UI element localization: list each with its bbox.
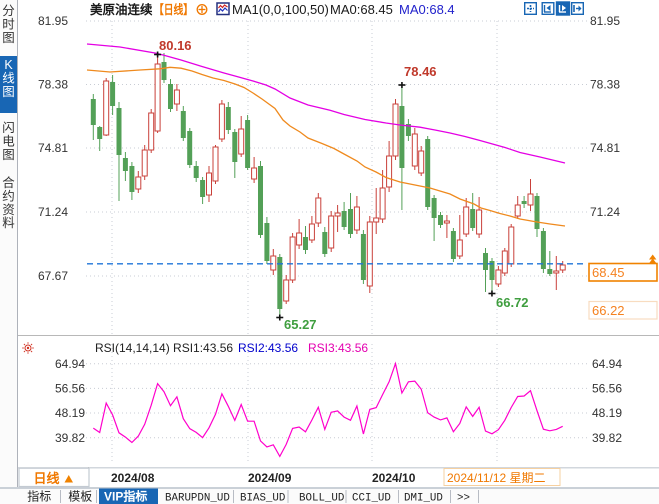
svg-text:2024/10: 2024/10 bbox=[372, 471, 416, 485]
svg-text:48.19: 48.19 bbox=[592, 406, 622, 420]
svg-text:闪: 闪 bbox=[2, 121, 15, 135]
svg-text:合: 合 bbox=[2, 175, 15, 190]
svg-text:39.82: 39.82 bbox=[55, 431, 85, 445]
svg-text:>>: >> bbox=[457, 493, 470, 504]
svg-text:74.81: 74.81 bbox=[38, 141, 68, 155]
svg-text:65.27: 65.27 bbox=[284, 317, 317, 332]
svg-text:80.16: 80.16 bbox=[159, 38, 192, 53]
svg-text:美原油连续: 美原油连续 bbox=[90, 2, 153, 17]
svg-text:MA1(0,0,100,50): MA1(0,0,100,50) bbox=[232, 2, 329, 17]
svg-text:MA0:68.45: MA0:68.45 bbox=[330, 2, 393, 17]
svg-text:BARUPDN_UD: BARUPDN_UD bbox=[165, 493, 230, 504]
svg-text:66.72: 66.72 bbox=[496, 295, 529, 310]
svg-text:2024/09: 2024/09 bbox=[248, 471, 292, 485]
svg-text:料: 料 bbox=[2, 216, 15, 230]
svg-text:2024/08: 2024/08 bbox=[111, 471, 155, 485]
svg-text:分: 分 bbox=[2, 4, 15, 18]
svg-text:约: 约 bbox=[2, 188, 15, 203]
svg-text:图: 图 bbox=[2, 85, 15, 99]
svg-text:78.46: 78.46 bbox=[404, 64, 437, 79]
svg-text:MA0:68.4: MA0:68.4 bbox=[399, 2, 455, 17]
svg-text:BIAS_UD: BIAS_UD bbox=[240, 493, 285, 504]
svg-text:RSI3:43.56: RSI3:43.56 bbox=[308, 341, 368, 355]
svg-text:74.81: 74.81 bbox=[590, 141, 620, 155]
svg-text:RSI(14,14,14) RSI1:43.56: RSI(14,14,14) RSI1:43.56 bbox=[95, 341, 233, 355]
svg-text:78.38: 78.38 bbox=[38, 78, 68, 92]
svg-text:56.56: 56.56 bbox=[55, 382, 85, 396]
svg-text:67.67: 67.67 bbox=[38, 269, 68, 283]
svg-text:48.19: 48.19 bbox=[55, 406, 85, 420]
svg-text:BOLL_UD: BOLL_UD bbox=[299, 493, 344, 504]
svg-text:39.82: 39.82 bbox=[592, 431, 622, 445]
svg-text:指标: 指标 bbox=[27, 489, 51, 504]
svg-text:2024/11/12 星期二: 2024/11/12 星期二 bbox=[447, 471, 546, 485]
svg-text:81.95: 81.95 bbox=[38, 14, 68, 28]
svg-text:时: 时 bbox=[2, 17, 15, 31]
svg-text:64.94: 64.94 bbox=[592, 357, 622, 371]
svg-text:日线: 日线 bbox=[34, 471, 60, 486]
svg-text:78.38: 78.38 bbox=[590, 78, 620, 92]
svg-text:【日线】: 【日线】 bbox=[154, 2, 193, 17]
svg-text:线: 线 bbox=[2, 71, 15, 85]
svg-text:VIP指标: VIP指标 bbox=[104, 489, 147, 504]
svg-text:RSI2:43.56: RSI2:43.56 bbox=[238, 341, 298, 355]
svg-text:CCI_UD: CCI_UD bbox=[352, 493, 391, 504]
svg-text:电: 电 bbox=[2, 134, 15, 148]
svg-text:64.94: 64.94 bbox=[55, 357, 85, 371]
svg-text:资: 资 bbox=[2, 203, 15, 217]
svg-text:DMI_UD: DMI_UD bbox=[404, 493, 443, 504]
svg-text:71.24: 71.24 bbox=[590, 205, 620, 219]
svg-text:图: 图 bbox=[2, 148, 15, 162]
svg-text:66.22: 66.22 bbox=[592, 303, 625, 318]
svg-text:K: K bbox=[4, 58, 13, 72]
svg-text:56.56: 56.56 bbox=[592, 382, 622, 396]
svg-text:模板: 模板 bbox=[68, 490, 92, 504]
svg-text:81.95: 81.95 bbox=[590, 14, 620, 28]
svg-text:图: 图 bbox=[2, 31, 15, 45]
svg-text:68.45: 68.45 bbox=[592, 265, 625, 280]
svg-text:71.24: 71.24 bbox=[38, 205, 68, 219]
